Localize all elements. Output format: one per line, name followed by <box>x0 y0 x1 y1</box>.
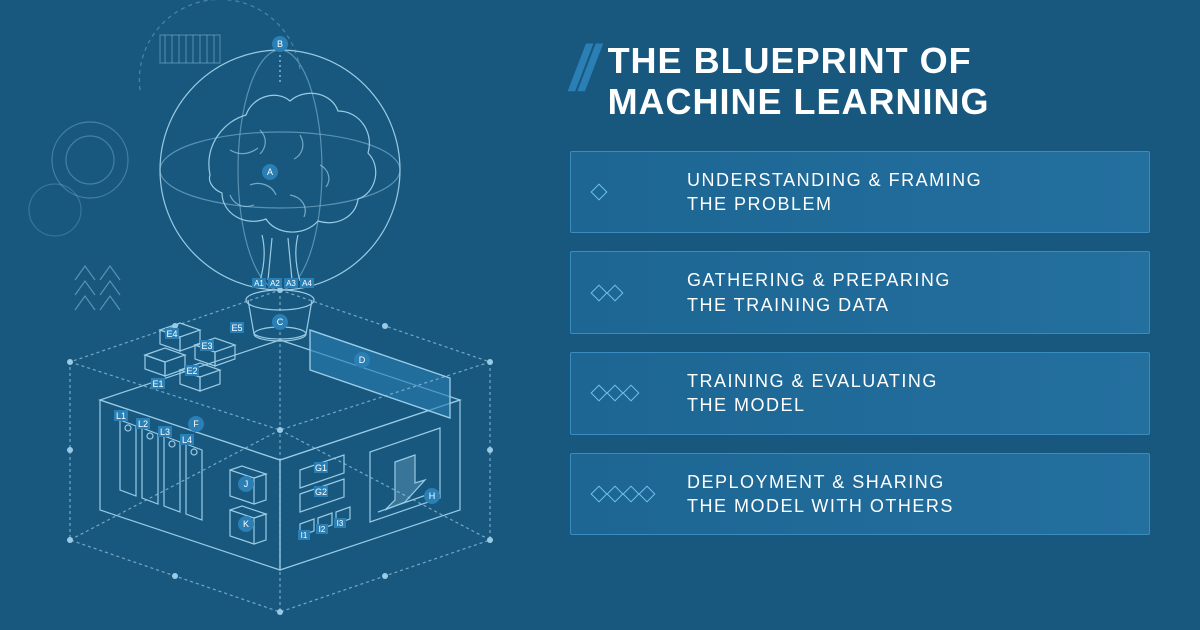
svg-text:G1: G1 <box>315 463 327 473</box>
step-2: GATHERING & PREPARING THE TRAINING DATA <box>570 251 1150 334</box>
diamond-icon <box>607 284 624 301</box>
step-1-line-1: UNDERSTANDING & FRAMING <box>687 170 982 190</box>
svg-text:L2: L2 <box>138 419 148 429</box>
step-2-diamonds <box>593 287 665 299</box>
svg-text:H: H <box>429 491 436 501</box>
diamond-icon <box>591 385 608 402</box>
step-3-text: TRAINING & EVALUATING THE MODEL <box>687 369 938 418</box>
step-4-diamonds <box>593 488 665 500</box>
svg-text:I1: I1 <box>301 531 308 540</box>
label-marker: B <box>272 36 288 52</box>
title-row: // THE BLUEPRINT OF MACHINE LEARNING <box>570 40 1150 123</box>
svg-text:E5: E5 <box>231 323 242 333</box>
diamond-icon <box>607 485 624 502</box>
diamond-icon <box>591 284 608 301</box>
svg-text:G2: G2 <box>315 487 327 497</box>
step-1-diamonds <box>593 186 665 198</box>
svg-text:E1: E1 <box>152 379 163 389</box>
content-panel: // THE BLUEPRINT OF MACHINE LEARNING UND… <box>560 0 1200 630</box>
slash-icon: // <box>570 40 590 98</box>
step-2-line-2: THE TRAINING DATA <box>687 295 890 315</box>
svg-text:C: C <box>277 317 284 327</box>
blueprint-illustration: B A C D E1 E2 E3 E4 E5 F G1 G2 H I1 I2 I… <box>0 0 560 630</box>
svg-text:A3: A3 <box>286 279 296 288</box>
svg-text:A1: A1 <box>254 279 264 288</box>
svg-text:J: J <box>244 479 249 489</box>
step-3-line-1: TRAINING & EVALUATING <box>687 371 938 391</box>
svg-text:L3: L3 <box>160 427 170 437</box>
svg-text:A4: A4 <box>302 279 312 288</box>
diamond-icon <box>639 485 656 502</box>
step-1-text: UNDERSTANDING & FRAMING THE PROBLEM <box>687 168 982 217</box>
svg-text:I2: I2 <box>319 525 326 534</box>
step-4-line-1: DEPLOYMENT & SHARING <box>687 472 945 492</box>
svg-text:F: F <box>193 419 199 429</box>
page-title: THE BLUEPRINT OF MACHINE LEARNING <box>608 40 990 123</box>
svg-text:D: D <box>359 355 366 365</box>
title-line-1: THE BLUEPRINT OF <box>608 40 972 81</box>
step-2-line-1: GATHERING & PREPARING <box>687 270 951 290</box>
svg-text:L4: L4 <box>182 435 192 445</box>
title-line-2: MACHINE LEARNING <box>608 81 990 122</box>
svg-text:K: K <box>243 519 249 529</box>
illustration-panel: B A C D E1 E2 E3 E4 E5 F G1 G2 H I1 I2 I… <box>0 0 560 630</box>
svg-text:B: B <box>277 39 283 49</box>
step-1: UNDERSTANDING & FRAMING THE PROBLEM <box>570 151 1150 234</box>
svg-text:E2: E2 <box>186 366 197 376</box>
step-4-line-2: THE MODEL WITH OTHERS <box>687 496 954 516</box>
svg-text:E4: E4 <box>166 329 177 339</box>
svg-text:A2: A2 <box>270 279 280 288</box>
diamond-icon <box>623 485 640 502</box>
diamond-icon <box>623 385 640 402</box>
step-4-text: DEPLOYMENT & SHARING THE MODEL WITH OTHE… <box>687 470 954 519</box>
step-4: DEPLOYMENT & SHARING THE MODEL WITH OTHE… <box>570 453 1150 536</box>
step-3-diamonds <box>593 387 665 399</box>
step-2-text: GATHERING & PREPARING THE TRAINING DATA <box>687 268 951 317</box>
svg-text:L1: L1 <box>116 411 126 421</box>
diamond-icon <box>591 184 608 201</box>
diamond-icon <box>591 485 608 502</box>
svg-text:I3: I3 <box>337 519 344 528</box>
step-3-line-2: THE MODEL <box>687 395 806 415</box>
svg-text:E3: E3 <box>201 341 212 351</box>
diamond-icon <box>607 385 624 402</box>
step-1-line-2: THE PROBLEM <box>687 194 833 214</box>
svg-text:A: A <box>267 167 273 177</box>
step-3: TRAINING & EVALUATING THE MODEL <box>570 352 1150 435</box>
